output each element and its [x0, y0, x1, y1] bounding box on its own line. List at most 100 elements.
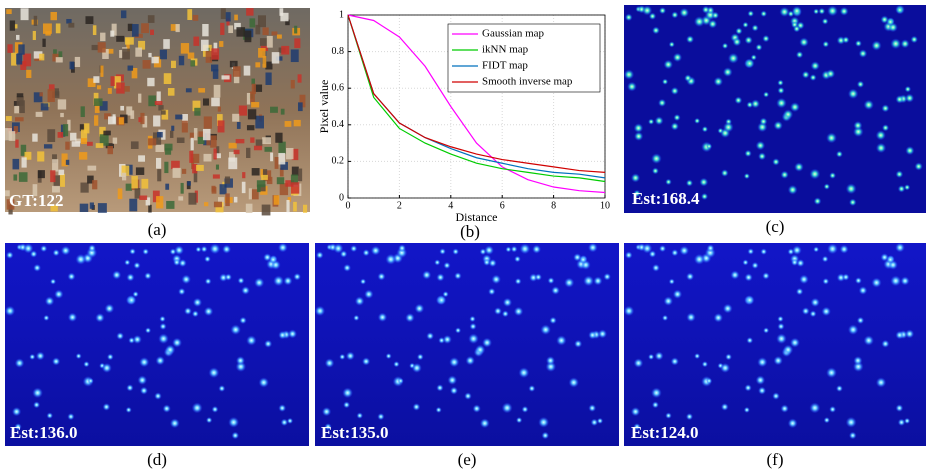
density-spot: [44, 296, 55, 306]
photo-patch: [170, 24, 179, 31]
density-spot: [686, 35, 695, 44]
density-spot: [792, 245, 802, 256]
density-spot: [705, 143, 713, 150]
density-spot: [178, 258, 187, 268]
photo-patch: [106, 48, 114, 54]
density-spot: [701, 5, 710, 14]
photo-patch: [20, 144, 27, 156]
density-spot: [875, 377, 887, 388]
density-spot: [133, 261, 141, 270]
density-spot: [549, 316, 557, 325]
density-spot: [75, 353, 82, 360]
density-spot: [813, 197, 822, 206]
panel-caption: (b): [460, 222, 480, 241]
photo-patch: [171, 125, 175, 131]
density-spot: [763, 91, 770, 98]
density-spot: [469, 322, 477, 331]
photo-patch: [159, 49, 167, 60]
density-spot: [23, 243, 34, 254]
density-spot: [469, 315, 476, 323]
density-spot: [513, 306, 524, 317]
density-spot: [905, 146, 915, 156]
photo-patch: [251, 78, 255, 85]
photo-patch: [71, 141, 81, 147]
density-spot: [871, 277, 882, 288]
density-spot: [60, 245, 71, 256]
photo-patch: [92, 25, 97, 36]
photo-patch: [294, 25, 298, 34]
photo-patch: [121, 165, 130, 176]
photo-patch: [285, 180, 295, 187]
density-spot: [863, 99, 874, 111]
density-spot: [393, 361, 400, 368]
density-spot: [158, 333, 169, 345]
photo-patch: [65, 141, 70, 150]
photo-patch: [164, 143, 173, 151]
photo-patch: [185, 88, 192, 93]
density-spot: [665, 412, 672, 419]
photo-patch: [251, 168, 260, 176]
photo-patch: [107, 145, 114, 155]
density-spot: [159, 322, 167, 331]
density-spot: [670, 86, 679, 96]
density-spot: [630, 407, 641, 417]
photo-patch: [233, 71, 240, 84]
density-spot: [129, 248, 136, 255]
density-spot: [763, 327, 770, 334]
photo-patch: [141, 23, 149, 34]
photo-patch: [110, 30, 115, 37]
density-spot: [590, 418, 599, 427]
photo-patch: [205, 50, 213, 63]
density-spot: [744, 384, 752, 392]
photo-patch: [47, 129, 56, 143]
photo-patch: [249, 91, 255, 103]
photo-patch: [9, 20, 16, 31]
density-spot: [875, 130, 886, 141]
photo-patch: [39, 53, 45, 61]
plot-frame: [347, 14, 606, 199]
photo-patch: [40, 103, 49, 111]
density-spot: [551, 286, 560, 295]
photo-patch: [246, 147, 251, 159]
density-spot: [205, 416, 213, 424]
photo-patch: [190, 60, 196, 67]
photo-patch: [291, 148, 299, 161]
density-spot: [757, 357, 768, 368]
density-spot: [880, 253, 889, 262]
density-spot: [777, 86, 785, 95]
count-label: Est:136.0: [10, 423, 78, 442]
density-spot: [142, 248, 150, 256]
photo-patch: [257, 184, 266, 192]
density-spot: [821, 17, 829, 25]
photo-patch: [57, 132, 64, 138]
photo-patch: [220, 8, 226, 20]
density-spot: [744, 273, 753, 282]
photo-patch: [180, 182, 184, 194]
photo-patch: [194, 107, 201, 116]
density-spot: [468, 333, 479, 345]
y-tick-label: 0.2: [332, 156, 345, 167]
density-spot: [126, 384, 134, 392]
density-spot: [758, 152, 767, 161]
photo-patch: [148, 138, 157, 146]
density-spot: [144, 272, 152, 280]
density-spot: [848, 431, 857, 440]
photo-patch: [213, 42, 218, 53]
density-spot: [452, 248, 460, 256]
photo-patch: [262, 56, 267, 68]
photo-patch: [270, 106, 278, 113]
photo-patch: [247, 109, 257, 120]
photo-patch: [266, 35, 273, 48]
photo-patch: [130, 141, 139, 149]
density-spot: [670, 122, 679, 131]
photo-patch: [59, 173, 65, 187]
density-spot: [116, 332, 125, 340]
y-tick-label: 0.4: [332, 119, 345, 130]
photo-patch: [13, 24, 18, 29]
density-spot: [283, 276, 293, 286]
density-spot: [412, 403, 421, 411]
photo-patch: [203, 116, 212, 129]
density-spot: [191, 310, 199, 318]
density-spot: [449, 386, 459, 395]
photo-patch: [210, 135, 217, 148]
